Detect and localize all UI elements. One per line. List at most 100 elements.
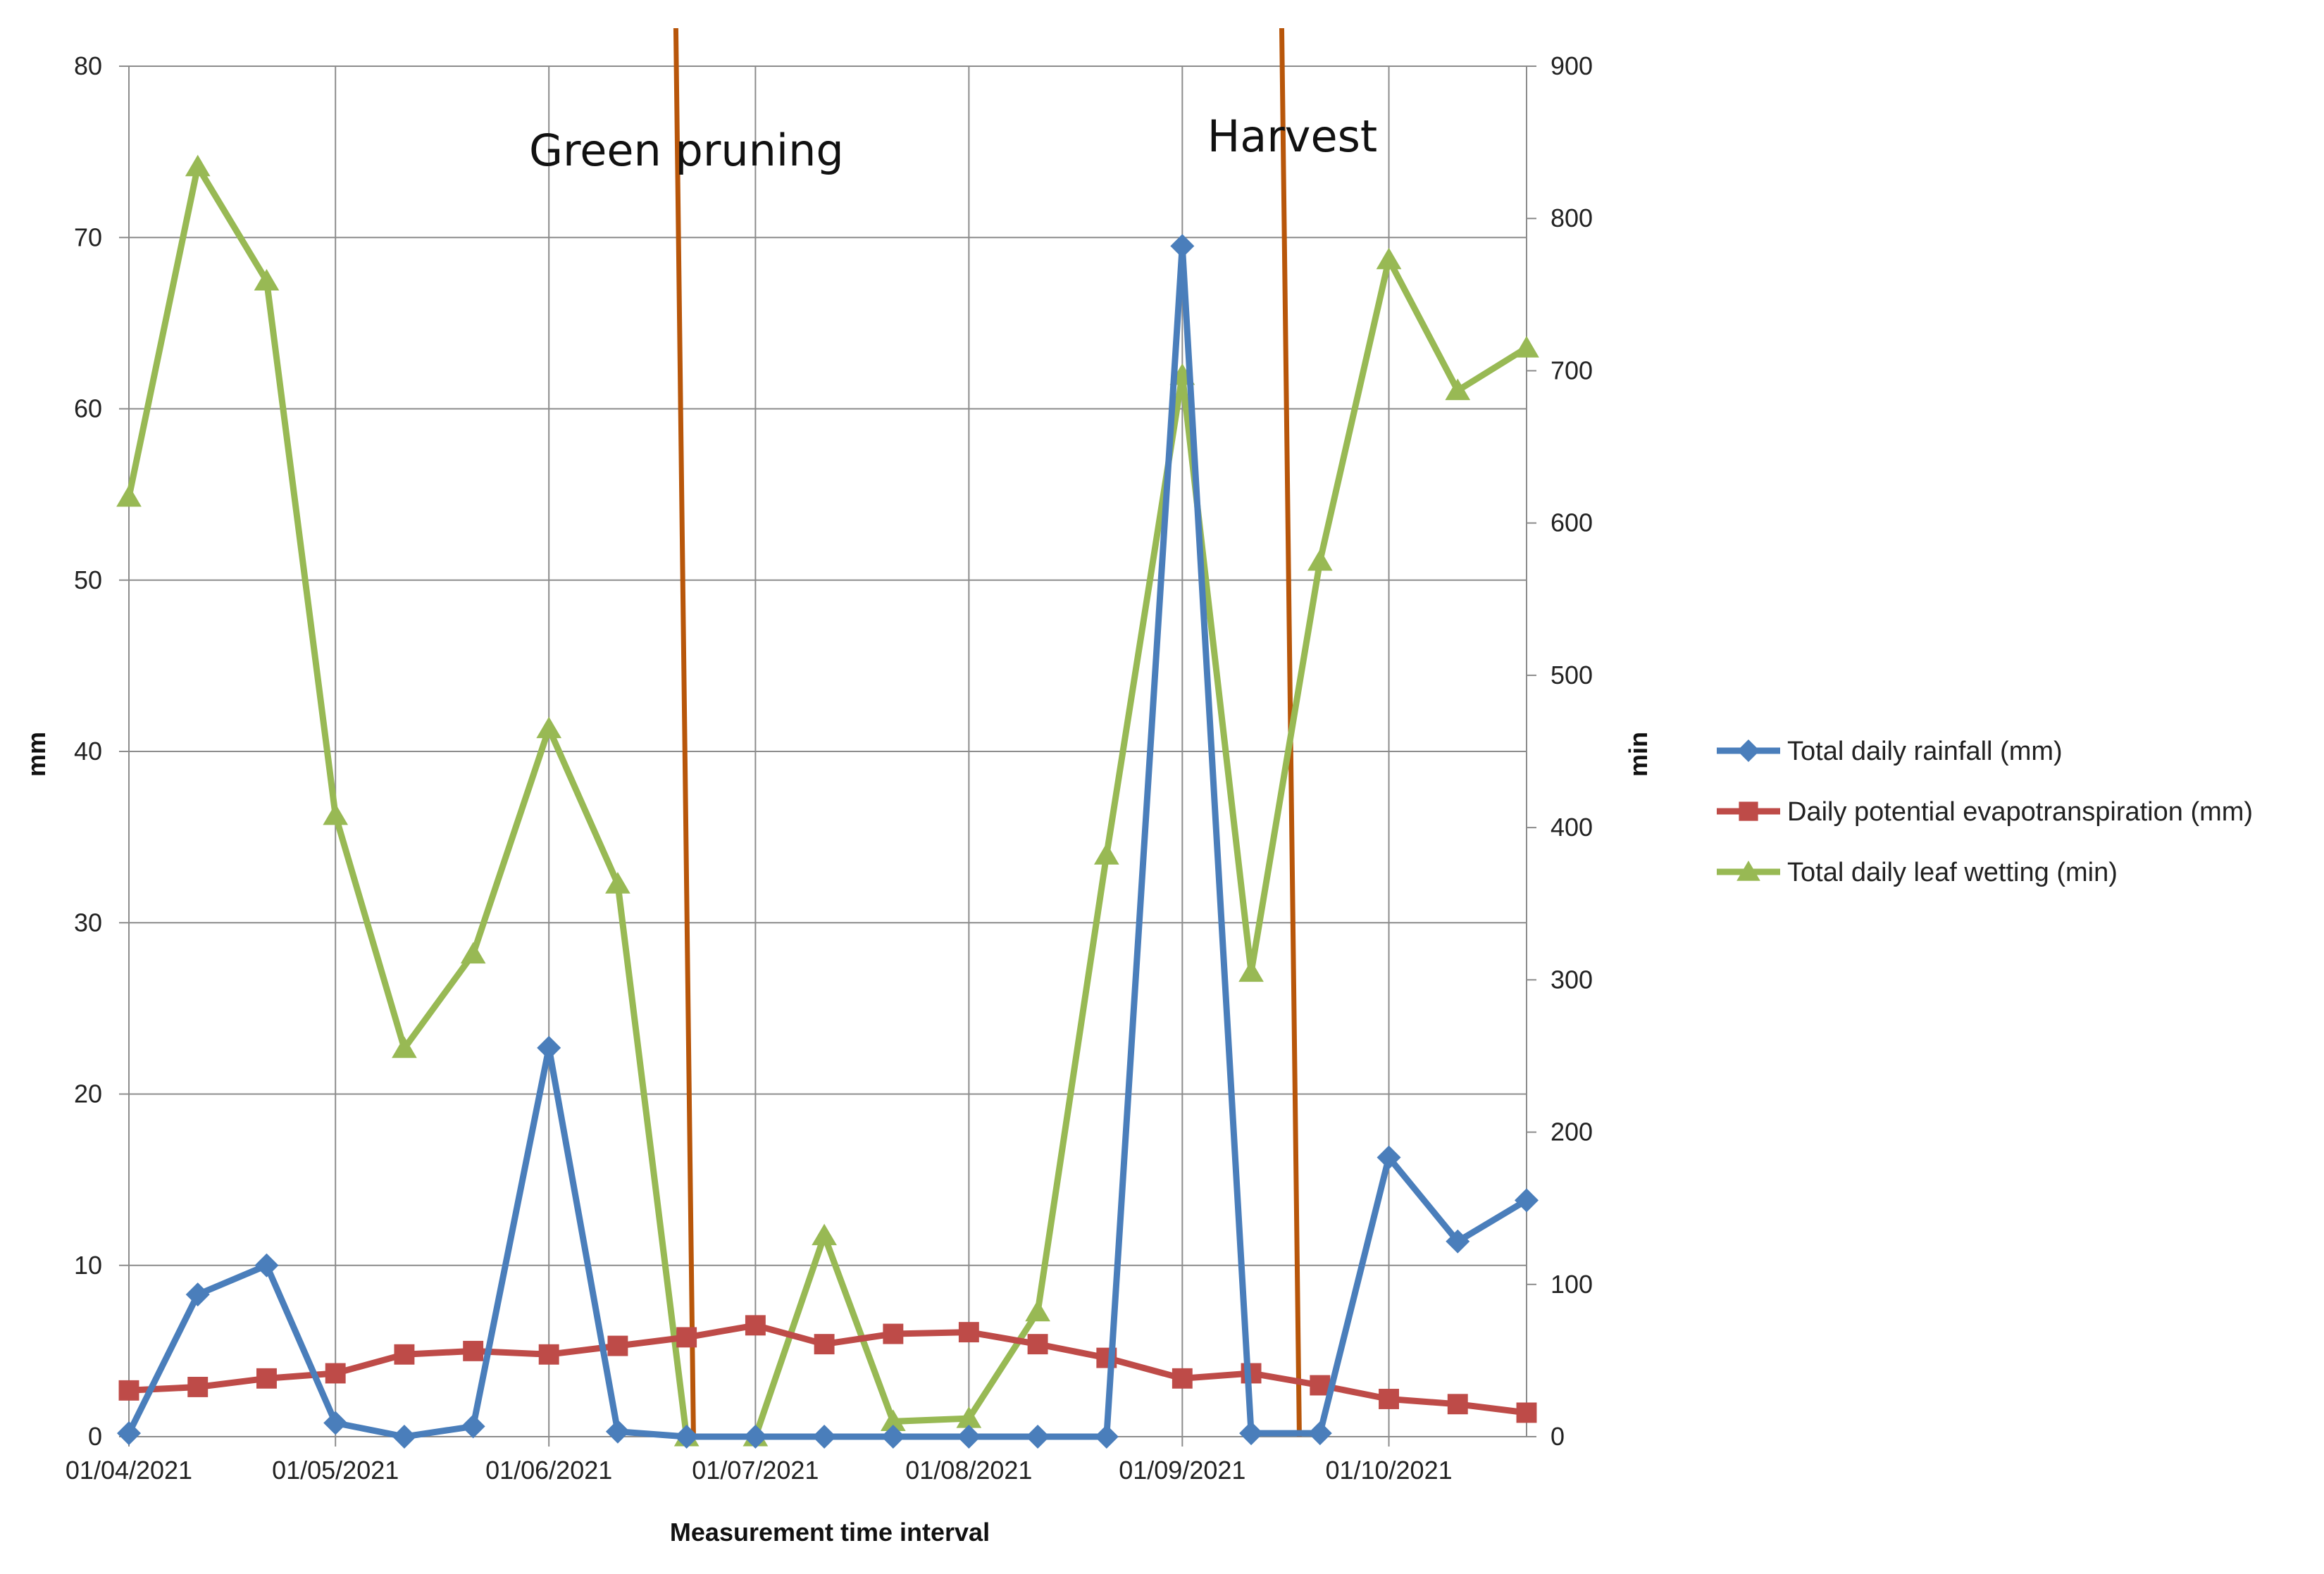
data-point-diamond	[743, 1425, 768, 1449]
data-point-triangle	[1514, 336, 1539, 358]
data-point-square	[1447, 1394, 1468, 1415]
x-axis-tick-label: 01/07/2021	[692, 1456, 819, 1485]
series-leaf-wetting	[116, 154, 1539, 1447]
data-point-diamond	[323, 1411, 348, 1435]
data-point-diamond	[881, 1425, 905, 1449]
series-rainfall	[117, 234, 1539, 1449]
data-point-triangle	[1093, 843, 1119, 865]
annotation-label: Harvest	[1207, 111, 1378, 162]
x-axis-tick-label: 01/06/2021	[485, 1456, 612, 1485]
data-point-diamond	[1170, 234, 1195, 258]
legend-item: Daily potential evapotranspiration (mm)	[1717, 797, 2253, 827]
legend-label: Total daily leaf wetting (min)	[1787, 858, 2118, 887]
data-point-diamond	[605, 1419, 630, 1444]
data-point-triangle	[392, 1036, 417, 1058]
y2-axis-tick-label: 600	[1551, 508, 1593, 537]
data-point-square	[538, 1344, 559, 1365]
data-point-diamond	[1026, 1425, 1050, 1449]
y-axis-tick-label: 0	[88, 1422, 102, 1451]
y2-axis-title: min	[1624, 732, 1653, 777]
data-point-triangle	[1307, 549, 1333, 571]
y2-axis-tick-label: 800	[1551, 204, 1593, 232]
data-point-triangle	[956, 1406, 982, 1428]
series-line	[125, 163, 1529, 1440]
data-point-diamond	[1307, 1421, 1332, 1446]
x-axis-tick-label: 01/09/2021	[1119, 1456, 1245, 1485]
data-point-square	[1310, 1375, 1331, 1396]
data-point-square	[1172, 1368, 1193, 1389]
y-axis-tick-label: 60	[74, 394, 102, 423]
data-point-square	[607, 1335, 628, 1356]
y-axis-tick-label: 30	[74, 908, 102, 937]
series-layer	[116, 154, 1539, 1449]
data-point-triangle	[254, 268, 280, 291]
data-point-square	[325, 1363, 346, 1384]
annotation-line	[673, 27, 696, 1437]
x-axis-title: Measurement time interval	[670, 1518, 990, 1547]
data-point-diamond	[117, 1421, 141, 1446]
y-axis-title: mm	[22, 732, 51, 777]
y-axis-tick-label: 80	[74, 51, 102, 80]
data-point-square	[745, 1315, 766, 1336]
data-point-square	[958, 1322, 979, 1343]
data-point-diamond	[1515, 1188, 1539, 1213]
data-point-square	[1027, 1334, 1048, 1355]
data-point-square	[1739, 801, 1758, 821]
y2-axis-tick-label: 700	[1551, 356, 1593, 385]
series-line	[125, 242, 1529, 1440]
data-point-triangle	[605, 872, 630, 894]
annotation-text-layer: Green pruning Harvest	[529, 111, 1377, 176]
y2-axis-tick-label: 500	[1551, 661, 1593, 689]
y2-axis-tick-label: 300	[1551, 965, 1593, 994]
x-axis-tick-label: 01/08/2021	[905, 1456, 1032, 1485]
data-point-diamond	[537, 1035, 561, 1060]
data-point-square	[256, 1368, 277, 1389]
data-point-triangle	[323, 803, 349, 825]
data-point-square	[1516, 1402, 1537, 1423]
grid-layer	[119, 65, 1536, 1447]
data-point-square	[676, 1327, 697, 1348]
data-point-square	[394, 1344, 415, 1365]
data-point-diamond	[185, 1282, 210, 1307]
data-point-triangle	[1445, 378, 1471, 401]
data-point-diamond	[957, 1425, 981, 1449]
data-point-triangle	[536, 716, 562, 739]
legend: Total daily rainfall (mm) Daily potential…	[1717, 737, 2253, 887]
data-point-triangle	[460, 942, 486, 964]
y-axis-tick-label: 20	[74, 1080, 102, 1108]
data-point-diamond	[1446, 1229, 1470, 1254]
data-point-triangle	[812, 1223, 837, 1246]
data-point-diamond	[812, 1425, 837, 1449]
data-point-triangle	[116, 485, 142, 507]
y2-axis-tick-label: 0	[1551, 1422, 1565, 1451]
data-point-diamond	[1239, 1421, 1264, 1446]
data-point-diamond	[1094, 1425, 1119, 1449]
x-axis-tick-label: 01/10/2021	[1325, 1456, 1452, 1485]
y2-axis-tick-label: 900	[1551, 51, 1593, 80]
data-point-diamond	[1377, 1145, 1401, 1170]
data-point-triangle	[1736, 861, 1760, 881]
annotation-lines-layer	[673, 27, 1302, 1437]
data-point-triangle	[1025, 1299, 1050, 1322]
data-point-square	[118, 1380, 139, 1401]
y2-axis-tick-label: 200	[1551, 1118, 1593, 1147]
data-point-square	[187, 1377, 209, 1397]
annotation-label: Green pruning	[529, 125, 844, 176]
legend-label: Total daily rainfall (mm)	[1787, 737, 2063, 766]
data-point-triangle	[880, 1409, 906, 1431]
data-point-square	[814, 1334, 835, 1355]
data-point-triangle	[1376, 247, 1402, 270]
y-axis-tick-label: 50	[74, 566, 102, 594]
data-point-diamond	[1737, 739, 1760, 762]
legend-item: Total daily rainfall (mm)	[1717, 737, 2063, 766]
data-point-triangle	[185, 154, 211, 177]
y-axis-tick-label: 10	[74, 1251, 102, 1280]
y-axis-tick-label: 40	[74, 737, 102, 766]
data-point-diamond	[461, 1414, 485, 1439]
legend-label: Daily potential evapotranspiration (mm)	[1787, 797, 2253, 827]
data-point-square	[1379, 1389, 1399, 1409]
x-axis-tick-label: 01/05/2021	[272, 1456, 399, 1485]
data-point-square	[463, 1340, 484, 1361]
